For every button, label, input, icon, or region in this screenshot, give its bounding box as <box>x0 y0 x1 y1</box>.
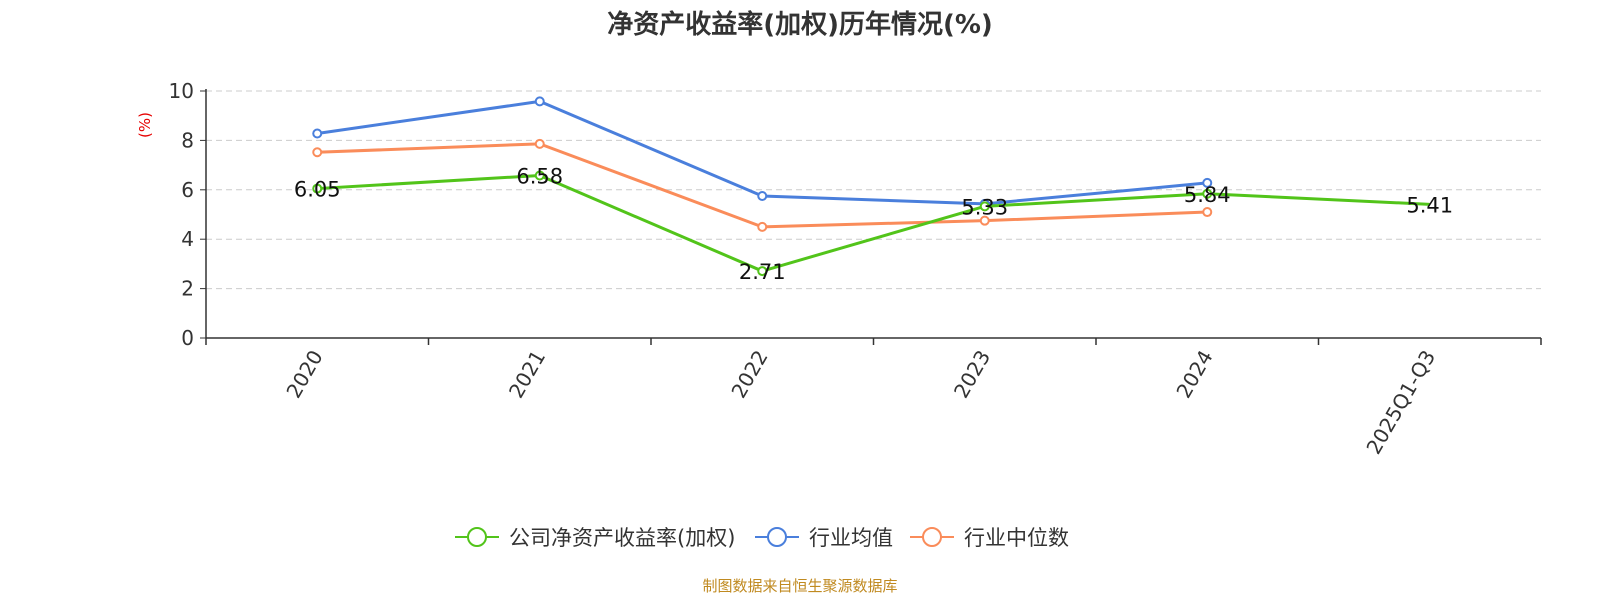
data-point <box>1202 177 1213 188</box>
data-label: 5.84 <box>1184 183 1231 207</box>
data-point <box>312 128 323 139</box>
source-note: 制图数据来自恒生聚源数据库 <box>702 577 897 595</box>
legend-marker-circle <box>922 527 942 547</box>
x-tick-label: 2025Q1-Q3 <box>1361 346 1440 458</box>
data-label: 6.05 <box>294 178 341 202</box>
data-point <box>979 215 990 226</box>
chart-title: 净资产收益率(加权)历年情况(%) <box>607 9 993 40</box>
y-tick-label: 2 <box>181 277 194 301</box>
y-tick-label: 0 <box>181 326 194 350</box>
data-point <box>312 183 323 194</box>
data-point <box>757 221 768 232</box>
y-axis-unit-label: (%) <box>136 112 154 138</box>
series-line <box>317 142 1208 229</box>
x-tick-label: 2024 <box>1171 346 1217 402</box>
x-tick-label: 2023 <box>949 346 995 402</box>
data-point <box>312 147 323 158</box>
data-point <box>534 96 545 107</box>
legend-marker-circle <box>467 527 487 547</box>
data-label: 2.71 <box>739 260 786 284</box>
legend-label: 行业均值 <box>809 526 893 550</box>
data-label: 5.33 <box>961 195 1008 219</box>
data-label: 5.41 <box>1406 193 1453 217</box>
y-tick-label: 8 <box>181 128 194 152</box>
data-point <box>1202 188 1213 199</box>
data-point <box>979 201 990 212</box>
series-line <box>317 173 1430 273</box>
series-line <box>317 99 1208 206</box>
legend-marker-circle <box>767 527 787 547</box>
data-label: 6.58 <box>516 164 563 188</box>
legend-label: 公司净资产收益率(加权) <box>509 526 735 550</box>
data-point <box>757 266 768 277</box>
data-labels: 6.05 6.58 2.71 5.33 5.84 5.41 <box>294 164 1453 284</box>
series-lines <box>312 96 1430 277</box>
x-tick-label: 2021 <box>504 346 550 402</box>
gridlines <box>206 90 1541 290</box>
legend: 公司净资产收益率(加权) 行业均值 行业中位数 <box>455 526 1069 550</box>
data-point <box>534 138 545 149</box>
legend-label: 行业中位数 <box>964 526 1069 550</box>
x-tick-label: 2020 <box>281 346 327 402</box>
data-point <box>1202 207 1213 218</box>
y-tick-label: 4 <box>181 227 194 251</box>
x-tick-label: 2022 <box>726 346 772 402</box>
y-tick-label: 10 <box>169 79 194 103</box>
data-point <box>757 190 768 201</box>
data-point <box>534 170 545 181</box>
y-tick-label: 6 <box>181 178 194 202</box>
axes: 0 2 4 6 8 10 2020 2021 2022 2023 2024 2025Q1-Q3 <box>169 79 1542 458</box>
